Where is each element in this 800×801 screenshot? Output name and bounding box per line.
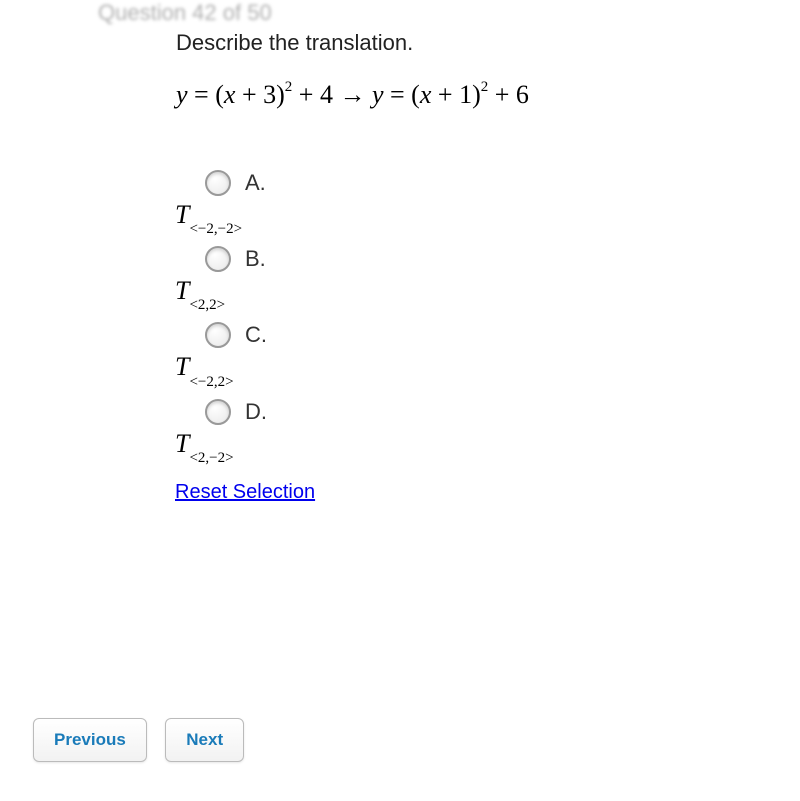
option-c-letter: C. — [245, 322, 267, 348]
options-container: A. T<−2,−2> B. T<2,2> C. T<−2,2> D. T<2,… — [205, 160, 315, 504]
option-c-math: T<−2,2> — [175, 352, 315, 386]
navigation-buttons: Previous Next — [33, 718, 258, 762]
option-d-row[interactable]: D. — [205, 399, 315, 425]
previous-button[interactable]: Previous — [33, 718, 147, 762]
radio-a[interactable] — [205, 170, 231, 196]
option-a-letter: A. — [245, 170, 266, 196]
question-counter: Question 42 of 50 — [98, 0, 272, 26]
equation-display: y = (x + 3)2 + 4 → y = (x + 1)2 + 6 — [176, 80, 529, 110]
option-b-letter: B. — [245, 246, 266, 272]
reset-selection-link[interactable]: Reset Selection — [175, 481, 315, 504]
radio-d[interactable] — [205, 399, 231, 425]
option-d-letter: D. — [245, 399, 267, 425]
option-a-math: T<−2,−2> — [175, 200, 315, 234]
question-prompt: Describe the translation. — [176, 30, 413, 56]
radio-b[interactable] — [205, 246, 231, 272]
option-a-row[interactable]: A. — [205, 170, 315, 196]
option-b-row[interactable]: B. — [205, 246, 315, 272]
option-b-math: T<2,2> — [175, 276, 315, 310]
next-button[interactable]: Next — [165, 718, 244, 762]
option-d-math: T<2,−2> — [175, 429, 315, 463]
option-c-row[interactable]: C. — [205, 322, 315, 348]
radio-c[interactable] — [205, 322, 231, 348]
